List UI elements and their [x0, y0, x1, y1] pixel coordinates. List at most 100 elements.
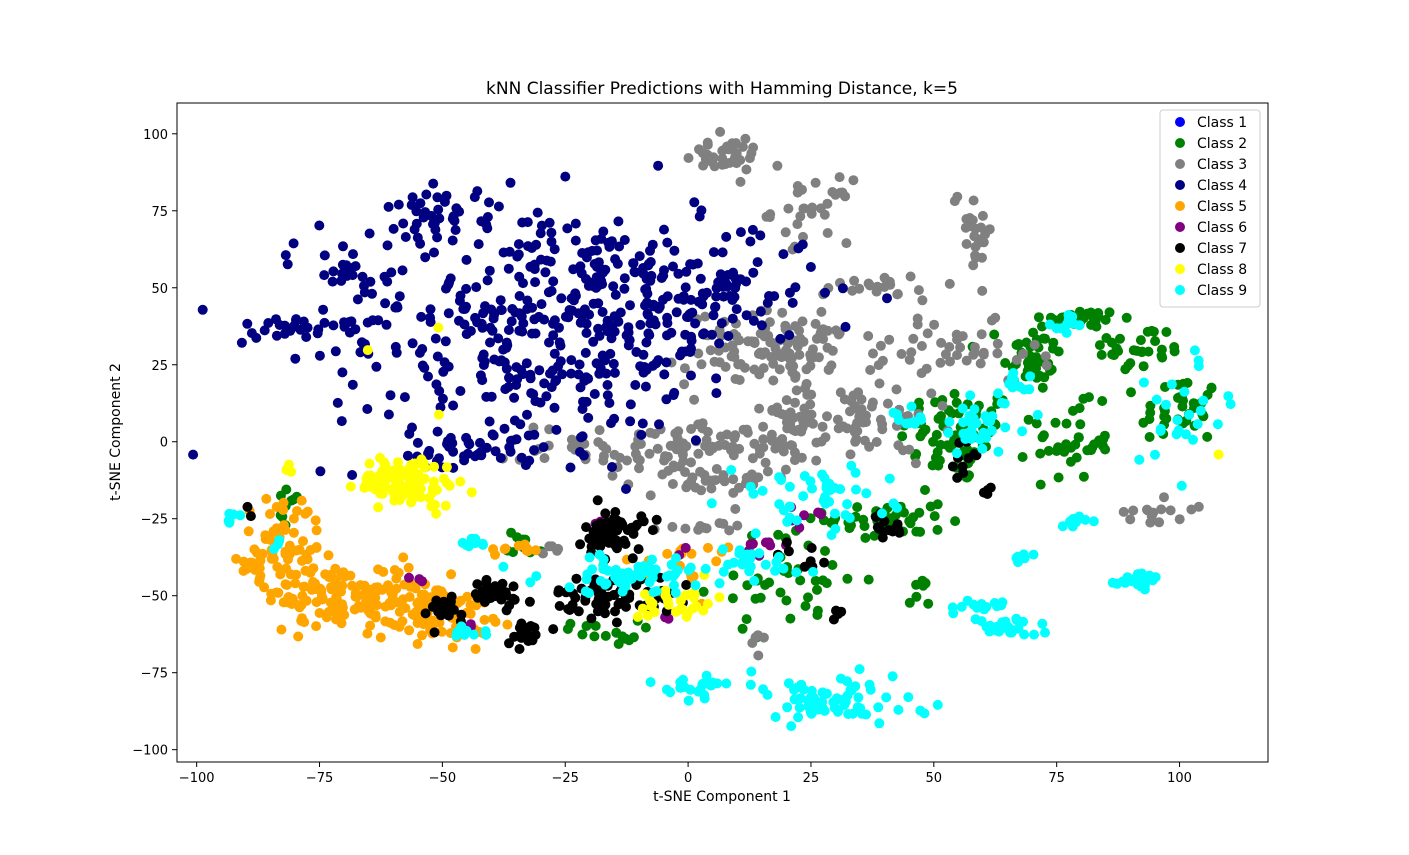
- data-point: [296, 615, 307, 626]
- data-point: [905, 271, 916, 282]
- legend-box: [1159, 109, 1261, 308]
- data-point: [748, 315, 759, 326]
- data-point: [884, 334, 895, 345]
- data-point: [526, 388, 537, 399]
- data-point: [1121, 312, 1132, 323]
- data-point: [644, 448, 655, 459]
- data-point: [984, 224, 995, 235]
- data-point: [486, 304, 497, 315]
- data-point: [447, 642, 458, 653]
- data-point: [730, 151, 741, 162]
- data-point: [288, 527, 299, 538]
- data-point: [866, 401, 877, 412]
- data-point: [243, 526, 254, 537]
- data-point: [717, 473, 728, 484]
- data-point: [538, 442, 549, 453]
- data-point: [798, 231, 808, 242]
- data-point: [774, 364, 785, 375]
- data-point: [990, 312, 1001, 323]
- data-point: [813, 507, 824, 518]
- data-point: [539, 314, 550, 325]
- data-point: [311, 542, 322, 552]
- data-point: [811, 437, 822, 448]
- data-point: [695, 273, 706, 284]
- data-point: [840, 191, 851, 202]
- data-point: [319, 317, 330, 328]
- data-point: [755, 306, 766, 317]
- data-point: [720, 361, 731, 372]
- data-point: [734, 375, 745, 385]
- data-point: [1085, 307, 1096, 318]
- data-point: [817, 421, 828, 432]
- data-point: [328, 320, 339, 331]
- data-point: [815, 203, 826, 214]
- data-point: [388, 223, 399, 234]
- data-point: [337, 599, 348, 610]
- data-point: [985, 482, 996, 493]
- data-point: [547, 541, 557, 552]
- data-point: [1188, 398, 1199, 409]
- data-point: [380, 298, 391, 309]
- data-point: [306, 584, 317, 595]
- data-point: [979, 601, 990, 612]
- data-point: [837, 283, 848, 294]
- data-point: [1000, 358, 1011, 368]
- data-point: [1171, 429, 1182, 440]
- data-point: [935, 439, 946, 450]
- data-point: [1156, 344, 1167, 355]
- data-point: [760, 457, 771, 468]
- data-point: [560, 171, 571, 182]
- data-point: [600, 355, 610, 366]
- data-point: [726, 351, 737, 362]
- data-point: [686, 424, 697, 434]
- data-point: [714, 277, 725, 288]
- data-point: [735, 176, 746, 187]
- data-point: [326, 582, 336, 593]
- data-point: [1120, 364, 1131, 375]
- data-point: [577, 310, 588, 321]
- data-point: [871, 437, 882, 447]
- data-point: [808, 566, 819, 577]
- data-point: [415, 198, 426, 209]
- data-point: [1032, 409, 1043, 420]
- data-point: [1107, 349, 1118, 360]
- data-point: [1057, 521, 1068, 532]
- data-point: [750, 528, 761, 539]
- data-point: [757, 485, 768, 496]
- data-point: [441, 462, 452, 473]
- data-point: [1189, 345, 1200, 356]
- data-point: [668, 571, 679, 582]
- data-point: [509, 631, 520, 642]
- data-point: [765, 209, 776, 220]
- data-point: [746, 666, 757, 677]
- data-point: [362, 317, 373, 328]
- data-point: [962, 595, 973, 606]
- data-point: [839, 394, 850, 405]
- x-tick-label: 50: [926, 771, 943, 786]
- data-point: [892, 289, 903, 300]
- data-point: [683, 695, 694, 706]
- data-point: [420, 608, 431, 619]
- data-point: [505, 177, 516, 188]
- data-point: [355, 580, 366, 591]
- data-point: [776, 475, 787, 485]
- data-point: [977, 210, 988, 221]
- data-point: [679, 363, 690, 374]
- data-point: [575, 447, 585, 457]
- data-point: [292, 506, 302, 516]
- data-point: [620, 539, 631, 549]
- data-point: [259, 325, 270, 336]
- data-point: [489, 354, 500, 365]
- data-point: [659, 224, 669, 235]
- data-point: [428, 178, 439, 189]
- data-point: [581, 522, 592, 533]
- data-point: [786, 353, 797, 364]
- data-point: [777, 307, 788, 318]
- data-point: [697, 288, 708, 299]
- data-point: [860, 532, 871, 543]
- data-point: [450, 225, 461, 235]
- data-point: [434, 617, 445, 628]
- data-point: [534, 365, 545, 376]
- data-point: [654, 419, 664, 430]
